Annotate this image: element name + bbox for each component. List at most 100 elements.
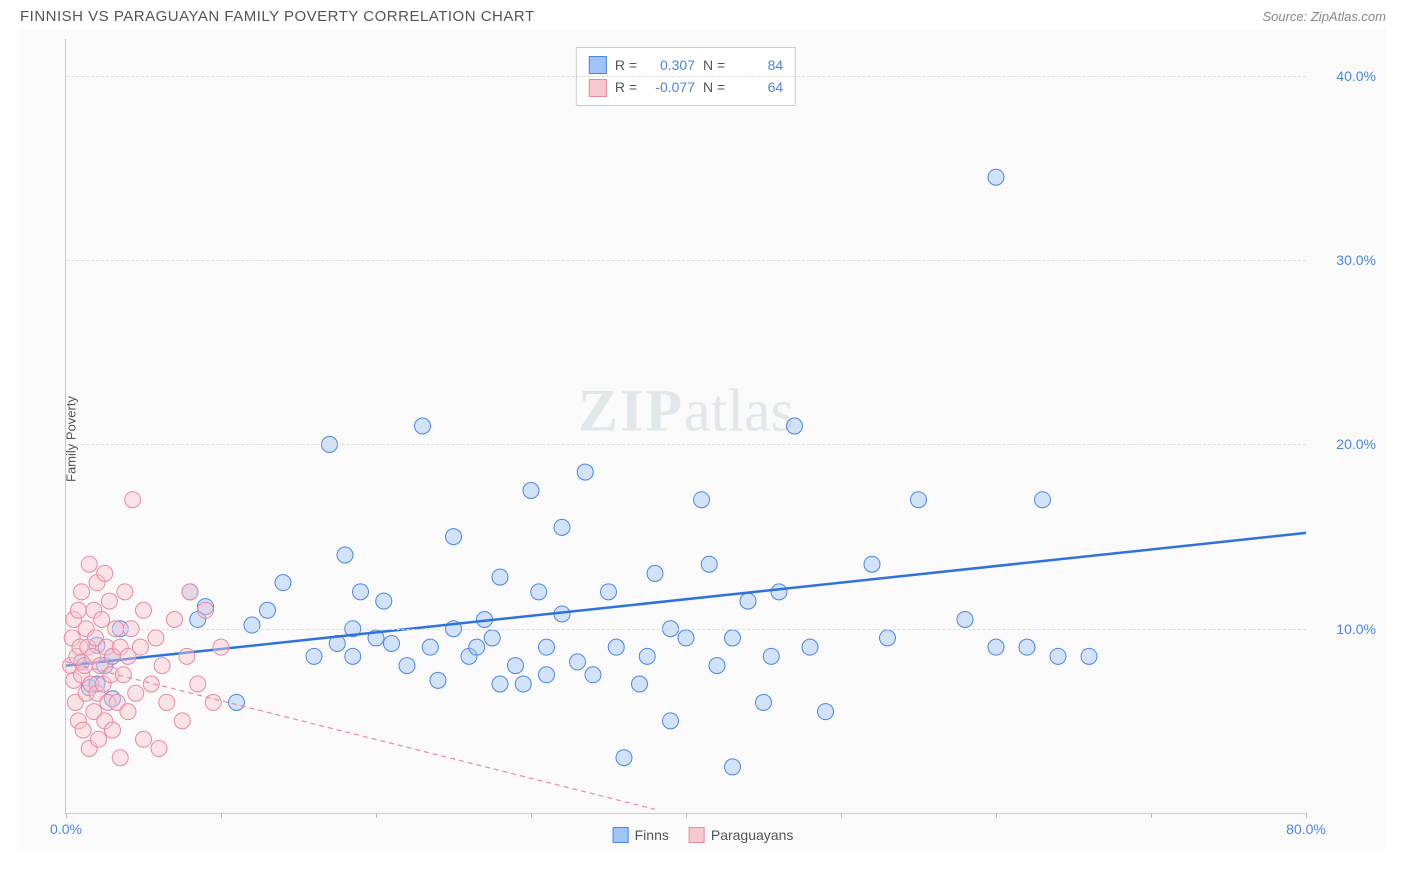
data-point — [132, 639, 148, 655]
data-point — [275, 575, 291, 591]
data-point — [353, 584, 369, 600]
data-point — [469, 639, 485, 655]
data-point — [75, 722, 91, 738]
data-point — [190, 676, 206, 692]
chart-title: FINNISH VS PARAGUAYAN FAMILY POVERTY COR… — [20, 8, 535, 25]
x-tick-mark — [1306, 813, 1307, 818]
data-point — [422, 639, 438, 655]
x-tick-label: 80.0% — [1286, 821, 1326, 837]
data-point — [484, 630, 500, 646]
data-point — [151, 741, 167, 757]
y-tick-label: 30.0% — [1316, 252, 1376, 268]
legend-row-finns: R = 0.307 N = 84 — [589, 54, 783, 76]
data-point — [577, 464, 593, 480]
data-point — [818, 704, 834, 720]
data-point — [430, 672, 446, 688]
x-tick-label: 0.0% — [50, 821, 82, 837]
x-tick-mark — [996, 813, 997, 818]
data-point — [384, 635, 400, 651]
data-point — [701, 556, 717, 572]
data-point — [345, 648, 361, 664]
y-tick-label: 10.0% — [1316, 621, 1376, 637]
x-tick-mark — [376, 813, 377, 818]
data-point — [182, 584, 198, 600]
data-point — [492, 569, 508, 585]
data-point — [105, 722, 121, 738]
legend-row-paraguayans: R = -0.077 N = 64 — [589, 76, 783, 98]
data-point — [148, 630, 164, 646]
data-point — [1081, 648, 1097, 664]
swatch-paraguayans-bottom — [689, 827, 705, 843]
n-label: N = — [703, 54, 725, 76]
chart-svg — [66, 39, 1306, 813]
y-tick-label: 20.0% — [1316, 436, 1376, 452]
n-value-finns: 84 — [733, 54, 783, 76]
data-point — [694, 492, 710, 508]
data-point — [639, 648, 655, 664]
data-point — [539, 639, 555, 655]
data-point — [663, 713, 679, 729]
data-point — [446, 529, 462, 545]
data-point — [787, 418, 803, 434]
chart-source: Source: ZipAtlas.com — [1262, 9, 1386, 24]
data-point — [1050, 648, 1066, 664]
data-point — [101, 593, 117, 609]
r-label-2: R = — [615, 76, 637, 98]
x-tick-mark — [66, 813, 67, 818]
data-point — [81, 556, 97, 572]
data-point — [523, 483, 539, 499]
data-point — [198, 602, 214, 618]
data-point — [159, 694, 175, 710]
data-point — [608, 639, 624, 655]
data-point — [911, 492, 927, 508]
x-tick-mark — [1151, 813, 1152, 818]
legend-item-finns: Finns — [613, 827, 669, 843]
n-value-paraguayans: 64 — [733, 76, 783, 98]
gridline-h — [66, 260, 1306, 261]
data-point — [136, 602, 152, 618]
data-point — [864, 556, 880, 572]
legend-item-paraguayans: Paraguayans — [689, 827, 794, 843]
chart-container: Family Poverty ZIPatlas R = 0.307 N = 84… — [20, 29, 1386, 849]
swatch-finns-bottom — [613, 827, 629, 843]
data-point — [709, 658, 725, 674]
source-prefix: Source: — [1262, 9, 1310, 24]
data-point — [1035, 492, 1051, 508]
chart-header: FINNISH VS PARAGUAYAN FAMILY POVERTY COR… — [0, 0, 1406, 29]
data-point — [647, 565, 663, 581]
data-point — [74, 584, 90, 600]
data-point — [880, 630, 896, 646]
data-point — [154, 658, 170, 674]
data-point — [725, 759, 741, 775]
data-point — [125, 492, 141, 508]
x-tick-mark — [841, 813, 842, 818]
n-label-2: N = — [703, 76, 725, 98]
source-name: ZipAtlas.com — [1311, 9, 1386, 24]
r-label: R = — [615, 54, 637, 76]
data-point — [771, 584, 787, 600]
data-point — [174, 713, 190, 729]
data-point — [570, 654, 586, 670]
trend-line — [66, 662, 655, 809]
data-point — [179, 648, 195, 664]
data-point — [112, 750, 128, 766]
data-point — [678, 630, 694, 646]
x-tick-mark — [686, 813, 687, 818]
gridline-h — [66, 76, 1306, 77]
data-point — [585, 667, 601, 683]
data-point — [376, 593, 392, 609]
data-point — [415, 418, 431, 434]
data-point — [94, 612, 110, 628]
gridline-h — [66, 629, 1306, 630]
r-value-paraguayans: -0.077 — [645, 76, 695, 98]
data-point — [957, 612, 973, 628]
data-point — [337, 547, 353, 563]
data-point — [167, 612, 183, 628]
data-point — [136, 731, 152, 747]
legend-label-paraguayans: Paraguayans — [711, 827, 794, 843]
swatch-finns — [589, 56, 607, 74]
data-point — [229, 694, 245, 710]
data-point — [91, 731, 107, 747]
plot-area: ZIPatlas R = 0.307 N = 84 R = -0.077 N =… — [65, 39, 1306, 814]
y-tick-label: 40.0% — [1316, 68, 1376, 84]
